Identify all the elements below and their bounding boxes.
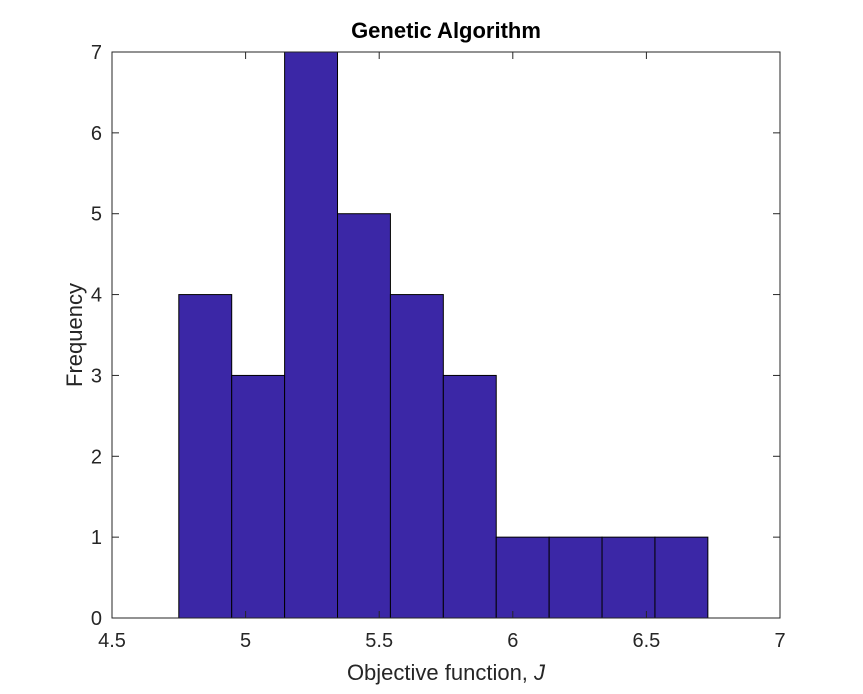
histogram-bar [495, 536, 550, 619]
histogram-bar [601, 536, 656, 619]
axes-box [111, 51, 781, 619]
histogram-bar [231, 374, 286, 619]
histogram-bar [442, 374, 497, 619]
histogram-bar [284, 51, 339, 619]
x-axis-title-text: Objective function, [347, 660, 534, 685]
histogram-bar [548, 536, 603, 619]
y-tick-labels: 0 1 2 3 4 5 6 7 [91, 42, 102, 630]
y-tick-label: 2 [91, 446, 102, 468]
x-tick-label: 7 [774, 630, 785, 652]
y-tick-label: 4 [91, 285, 102, 307]
chart-title: Genetic Algorithm [351, 18, 541, 43]
histogram-bar [389, 294, 444, 619]
histogram-bar [178, 294, 233, 619]
y-tick-label: 5 [91, 204, 102, 226]
y-tick-label: 3 [91, 365, 102, 387]
histogram-bar [337, 213, 391, 619]
y-tick-label: 0 [91, 608, 102, 630]
y-tick-label: 1 [91, 527, 102, 549]
histogram-bar [654, 536, 709, 619]
bars-group [178, 51, 709, 619]
y-tick-label: 7 [91, 42, 102, 64]
y-tick-label: 6 [91, 123, 102, 145]
x-tick-label: 5 [240, 630, 251, 652]
x-axis-title-symbol: J [533, 660, 546, 685]
y-axis-title: Frequency [62, 283, 87, 387]
x-tick-label: 6 [507, 630, 518, 652]
x-tick-label: 6.5 [632, 630, 660, 652]
x-tick-labels: 4.5 5 5.5 6 6.5 7 [98, 630, 785, 652]
x-tick-label: 4.5 [98, 630, 126, 652]
ticks-group [111, 51, 781, 619]
x-tick-label: 5.5 [365, 630, 393, 652]
x-axis-title: Objective function, J [347, 660, 546, 685]
